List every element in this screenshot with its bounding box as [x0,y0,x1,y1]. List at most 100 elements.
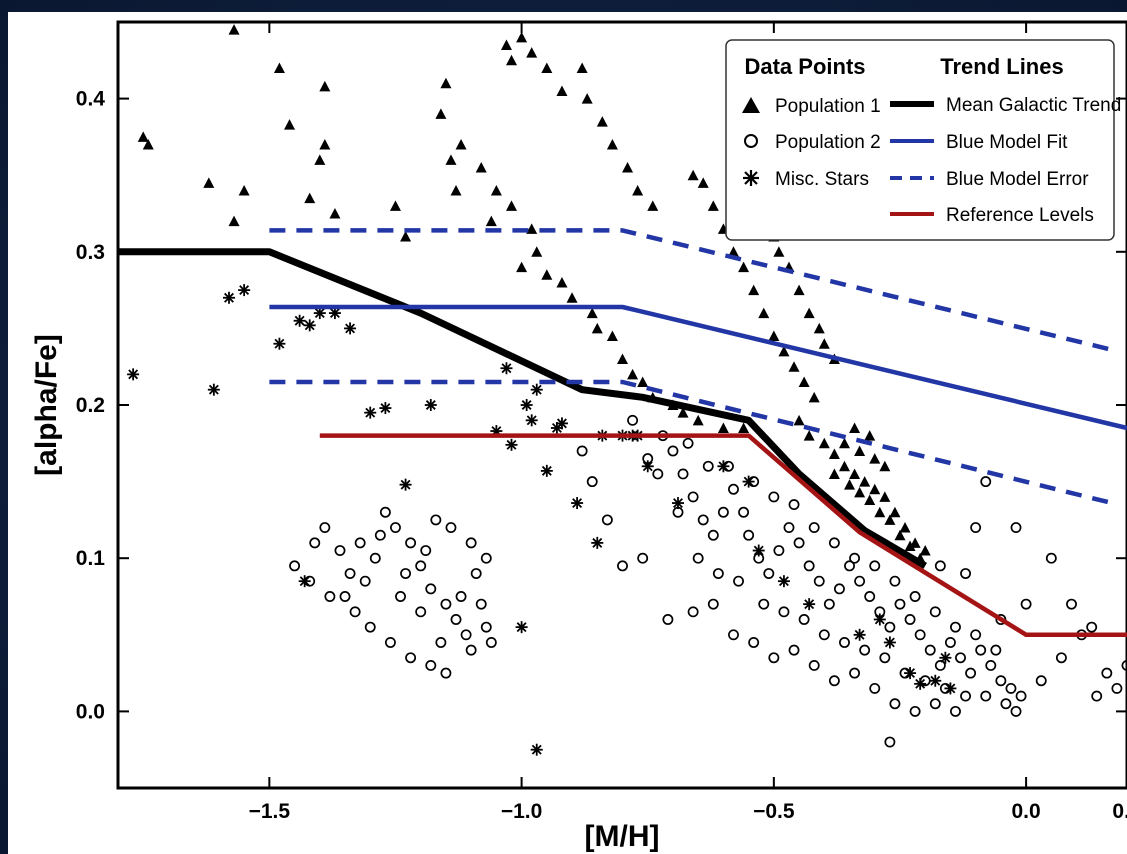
population-1-point [813,322,825,334]
population-2-point [440,667,452,679]
legend-header-lines: Trend Lines [940,54,1063,79]
population-1-point [803,430,815,441]
population-2-point [985,659,997,671]
population-2-point [869,560,881,572]
x-tick-label: −1.5 [249,800,291,823]
x-tick-label: −1.0 [501,800,542,823]
population-1-point [581,93,593,104]
population-1-point [844,479,856,490]
population-2-point [823,598,835,610]
population-1-point [793,414,805,426]
misc-star-point [303,319,316,332]
population-2-point [793,537,805,549]
population-2-point [480,621,492,633]
population-1-point [828,448,840,460]
population-2-point [420,545,432,556]
population-2-point [1111,682,1123,694]
population-1-point [899,522,911,533]
population-1-point [869,453,881,464]
population-2-point [707,598,719,610]
population-2-point [1010,705,1022,717]
population-2-point [728,483,739,495]
population-2-point [980,476,992,488]
population-2-point [975,644,987,656]
population-2-point [960,690,972,702]
population-2-point [1010,522,1022,534]
x-tick-label: 0.0 [1011,800,1040,823]
population-1-point [647,200,659,211]
misc-star-point [530,743,543,756]
population-1-point [894,529,906,541]
population-2-point [470,568,482,579]
legend-label-blue-error: Blue Model Error [946,169,1089,190]
population-2-point [465,644,477,656]
population-2-point [405,537,417,549]
population-2-point [738,506,750,518]
misc-star-point [742,475,755,488]
population-2-point [849,552,861,564]
population-1-point [455,139,467,150]
population-2-point [395,591,406,602]
population-2-point [617,560,628,572]
legend-triangle-marker [742,97,760,113]
trend-line-blue-model-error-upper [269,228,1113,352]
misc-star-point [293,314,306,327]
population-2-point [788,644,800,656]
population-2-point [743,529,755,541]
population-1-point [864,430,876,441]
population-2-point [934,659,946,671]
population-2-point [637,552,649,564]
population-2-point [435,637,447,648]
population-2-point [924,644,936,656]
x-tick-label: −0.5 [753,800,795,823]
population-1-point [798,376,810,388]
population-2-point [374,529,386,541]
population-1-point [889,506,901,518]
population-2-point [460,629,472,641]
population-1-point [440,77,452,89]
population-2-point [909,705,921,717]
misc-star-point [671,497,684,510]
legend-label-reference: Reference Levels [946,205,1094,226]
population-1-point [566,292,578,303]
population-1-point [617,353,628,365]
population-2-point [960,568,972,579]
population-1-point [778,345,790,357]
population-1-point [319,139,331,150]
population-2-point [965,667,977,679]
population-2-point [1066,598,1077,610]
population-1-point [556,276,568,288]
population-1-point [793,284,805,296]
population-1-point [879,460,891,472]
population-2-point [955,652,966,664]
misc-star-point [127,368,140,381]
population-1-point [314,154,326,165]
population-2-point [677,468,689,480]
population-1-point [485,215,497,227]
population-2-point [344,568,356,579]
x-tick-label: 0.2 [1112,800,1127,823]
misc-star-point [525,414,538,427]
population-2-point [864,591,876,602]
misc-star-point [555,417,568,430]
population-2-point [324,591,336,602]
population-1-point [238,185,250,196]
y-axis-title: [alpha/Fe] [30,334,63,476]
population-1-point [445,154,457,165]
misc-star-point [520,399,533,411]
legend-header-points: Data Points [744,54,865,79]
population-2-point [844,560,855,572]
legend-label-misc-stars: Misc. Stars [775,169,869,190]
population-2-point [1055,652,1067,664]
population-2-point [369,552,381,564]
population-1-point [879,491,891,502]
population-1-point [500,39,512,50]
population-2-point [803,560,815,572]
population-1-point [541,62,553,73]
misc-star-point [717,460,730,473]
population-2-point [309,537,321,549]
population-1-point [692,414,704,426]
misc-star-point [530,383,543,396]
population-2-point [934,560,946,572]
